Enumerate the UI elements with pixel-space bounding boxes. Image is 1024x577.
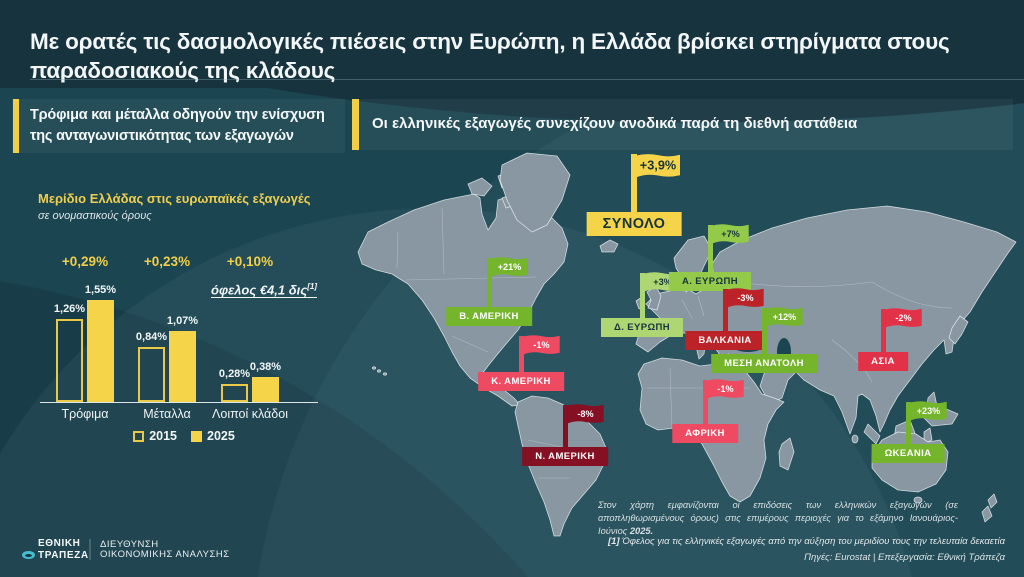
department-label: ΔΙΕΥΘΥΝΣΗ ΟΙΚΟΝΟΜΙΚΗΣ ΑΝΑΛΥΣΗΣ (100, 540, 230, 560)
benefit-annotation-text: όφελος €4,1 δις (211, 282, 308, 298)
legend-item-2015: 2015 (133, 429, 177, 443)
logo-line-1: ΕΘΝΙΚΗ (38, 538, 81, 549)
nbg-oval-icon (22, 551, 35, 560)
world-map (357, 152, 1017, 537)
right-header-accent-bar (352, 99, 359, 150)
bar-chart-subtitle: σε ονομαστικούς όρους (38, 210, 152, 222)
bar-chart-axis (40, 402, 318, 403)
legend-label-2015: 2015 (149, 429, 177, 443)
legend-swatch-2015 (133, 430, 145, 442)
right-panel-header-band (352, 99, 1013, 150)
benefit-annotation: όφελος €4,1 δις[1] (152, 282, 317, 297)
footnote-1-text: Όφελος για τις ελληνικές εξαγωγές από τη… (619, 536, 1005, 547)
footnote-1: [1] Όφελος για τις ελληνικές εξαγωγές απ… (385, 536, 1005, 547)
left-panel-header-band (12, 99, 345, 153)
department-line-1: ΔΙΕΥΘΥΝΣΗ (100, 539, 159, 550)
bar-chart-title: Μερίδιο Ελλάδας στις ευρωπαϊκές εξαγωγές (38, 191, 311, 206)
left-panel-header: Τρόφιμα και μέταλλα οδηγούν την ενίσχυση… (30, 107, 325, 144)
legend-label-2025: 2025 (207, 429, 235, 443)
bar-chart-legend: 2015 2025 (96, 429, 272, 443)
map-note-bold: 2025. (629, 526, 654, 537)
left-header-accent-bar (13, 99, 19, 153)
footer-divider (89, 539, 91, 560)
legend-swatch-2025 (191, 430, 202, 442)
right-panel-header: Οι ελληνικές εξαγωγές συνεχίζουν ανοδικά… (372, 115, 858, 132)
logo-line-2: ΤΡΑΠΕΖΑ (22, 549, 89, 561)
nbg-logo: ΕΘΝΙΚΗ ΤΡΑΠΕΖΑ (22, 539, 89, 560)
logo-line-2-text: ΤΡΑΠΕΖΑ (38, 549, 89, 561)
legend-item-2025: 2025 (191, 429, 235, 443)
footnote-1-marker: [1] (607, 536, 620, 547)
page-title: Με ορατές τις δασμολογικές πιέσεις στην … (30, 29, 950, 84)
department-line-2: ΟΙΚΟΝΟΜΙΚΗΣ ΑΝΑΛΥΣΗΣ (100, 549, 230, 560)
map-note-text: Στον χάρτη εμφανίζονται οι επιδόσεις των… (598, 500, 958, 537)
sources-line: Πηγές: Eurostat | Επεξεργασία: Εθνική Τρ… (804, 552, 1005, 563)
title-divider (30, 79, 1024, 80)
map-note: Στον χάρτη εμφανίζονται οι επιδόσεις των… (598, 499, 958, 539)
benefit-annotation-footref: [1] (307, 282, 317, 291)
